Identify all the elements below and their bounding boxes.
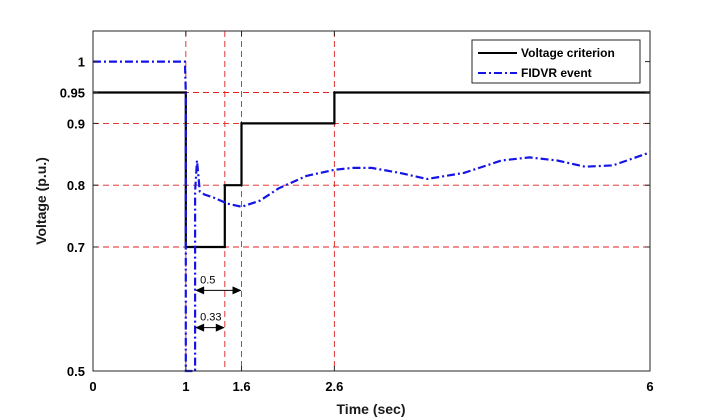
x-tick-label-3: 2.6 [325,379,343,394]
y-tick-label-0: 0.5 [67,364,85,379]
legend-box [471,39,641,84]
ticks-layer: 0 1 1.6 2.6 6 0.5 0.7 0.8 0.9 0.95 1 [60,31,654,394]
y-tick-label-3: 0.9 [67,116,85,131]
legend-label-voltage-criterion: Voltage criterion [521,46,615,60]
x-tick-label-1: 1 [182,379,189,394]
annotation-label-1: 0.33 [200,312,221,324]
y-axis-title: Voltage (p.u.) [33,157,49,245]
y-tick-label-5: 1 [78,55,85,70]
x-tick-label-0: 0 [89,379,96,394]
series-fidvr-event [93,60,651,373]
x-tick-label-2: 1.6 [232,379,250,394]
x-axis-title: Time (sec) [337,401,406,417]
x-tick-label-4: 6 [646,379,653,394]
annotation-arrowhead-left-0 [195,286,205,295]
series-layer [93,60,651,373]
legend-label-fidvr-event: FIDVR event [521,66,592,80]
annotation-arrowhead-right-1 [215,323,225,332]
y-tick-label-1: 0.7 [67,240,85,255]
y-tick-label-4: 0.95 [60,86,85,101]
plot-frame [92,30,651,372]
annotation-label-0: 0.5 [200,274,215,286]
annotation-arrowhead-left-1 [195,323,205,332]
y-tick-label-2: 0.8 [67,178,85,193]
annotation-arrowhead-right-0 [232,286,242,295]
annotation-layer: 0.5 0.33 [195,274,242,332]
legend: Voltage criterion FIDVR event [471,39,641,84]
